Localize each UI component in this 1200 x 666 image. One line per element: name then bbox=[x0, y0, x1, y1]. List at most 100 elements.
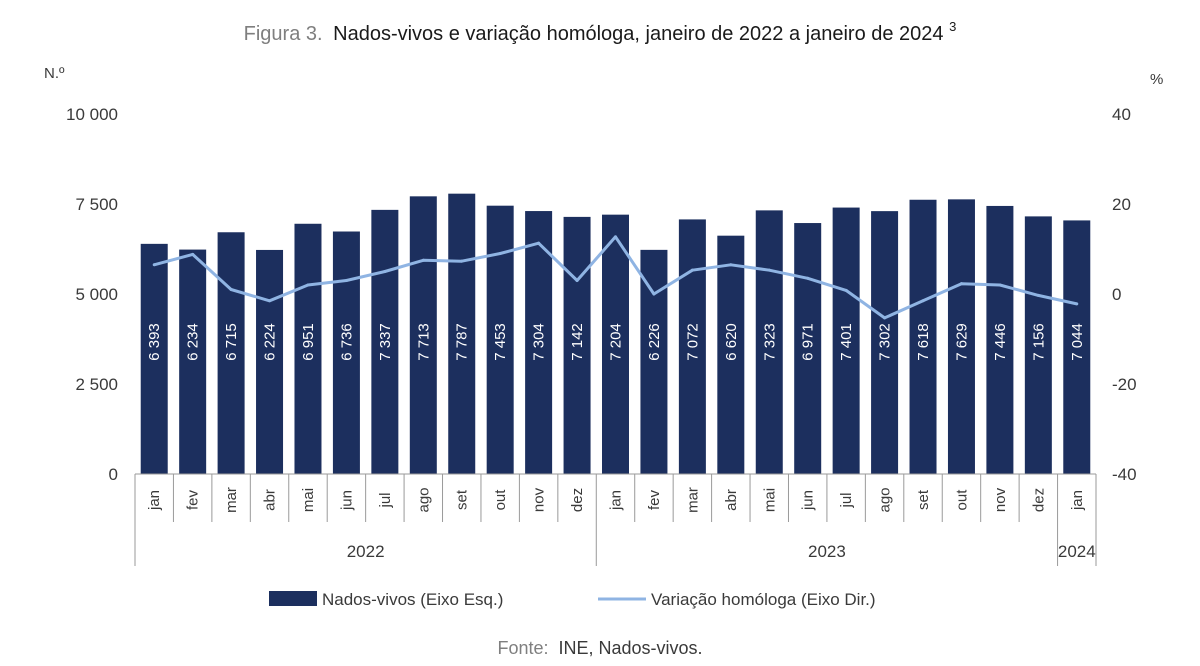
title-footnote: 3 bbox=[949, 19, 956, 34]
bar-data-label: 7 618 bbox=[915, 323, 932, 361]
bar-data-label: 7 337 bbox=[377, 323, 394, 361]
bar bbox=[1024, 216, 1052, 474]
bar bbox=[332, 231, 360, 474]
variation-point bbox=[268, 299, 272, 303]
legend: Nados-vivos (Eixo Esq.) Variação homólog… bbox=[269, 590, 876, 609]
bar bbox=[909, 199, 937, 474]
right-tick-label: 20 bbox=[1112, 195, 1131, 214]
x-tick-label: out bbox=[953, 489, 970, 511]
bar bbox=[371, 209, 399, 475]
bar-data-label: 7 044 bbox=[1069, 323, 1086, 361]
bar bbox=[947, 199, 975, 474]
title-prefix: Figura 3. bbox=[244, 23, 323, 45]
x-tick-label: jul bbox=[838, 492, 855, 508]
x-tick-label: dez bbox=[569, 488, 586, 512]
chart-title: Figura 3. Nados-vivos e variação homólog… bbox=[244, 19, 957, 45]
left-tick-label: 0 bbox=[109, 465, 118, 484]
variation-point bbox=[1075, 302, 1079, 306]
year-label: 2023 bbox=[808, 542, 846, 561]
bar-data-label: 7 156 bbox=[1030, 323, 1047, 361]
bar-data-label: 7 401 bbox=[838, 323, 855, 361]
line-series bbox=[152, 235, 1079, 320]
bar-series bbox=[140, 193, 1091, 475]
x-tick-label: jan bbox=[146, 490, 163, 511]
year-label: 2024 bbox=[1058, 542, 1096, 561]
bar-data-label: 7 304 bbox=[531, 323, 548, 361]
bar-data-label: 7 453 bbox=[492, 323, 509, 361]
bar bbox=[409, 196, 437, 474]
legend-bar-swatch bbox=[269, 591, 317, 606]
right-axis-unit: % bbox=[1150, 71, 1163, 88]
x-tick-label: mai bbox=[761, 488, 778, 512]
variation-point bbox=[383, 270, 387, 273]
bar bbox=[563, 216, 591, 474]
x-tick-label: jun bbox=[800, 490, 817, 511]
bar-data-label: 6 224 bbox=[262, 323, 279, 361]
x-axis: jan fev mar abr mai jun jul ago set out nov dez jan f… bbox=[134, 473, 1097, 566]
variation-point bbox=[959, 282, 963, 286]
bar bbox=[602, 214, 629, 474]
bar-data-label: 7 787 bbox=[454, 323, 471, 361]
bar bbox=[794, 223, 822, 474]
variation-point bbox=[191, 252, 195, 256]
bar-data-label: 6 226 bbox=[646, 323, 663, 361]
variation-point bbox=[344, 279, 348, 282]
bar bbox=[448, 193, 476, 474]
bar-data-label: 7 302 bbox=[877, 323, 894, 361]
bar bbox=[640, 249, 668, 474]
left-tick-label: 2 500 bbox=[75, 375, 118, 394]
variation-point bbox=[421, 258, 425, 262]
x-tick-label: jul bbox=[377, 492, 394, 508]
bar bbox=[525, 211, 553, 474]
bar bbox=[678, 219, 706, 474]
variation-point bbox=[614, 235, 617, 239]
x-tick-label: abr bbox=[723, 489, 740, 511]
x-tick-label: ago bbox=[415, 487, 432, 512]
variation-point bbox=[883, 316, 887, 320]
left-tick-label: 10 000 bbox=[66, 105, 118, 124]
x-tick-label: mai bbox=[300, 488, 317, 512]
bar-data-label: 6 234 bbox=[185, 323, 202, 361]
source-prefix: Fonte: bbox=[497, 638, 548, 658]
x-tick-label: dez bbox=[1030, 488, 1047, 512]
x-tick-label: set bbox=[454, 489, 471, 510]
bar bbox=[986, 205, 1014, 474]
x-tick-label: ago bbox=[877, 487, 894, 512]
x-tick-label: jan bbox=[1069, 490, 1086, 511]
bar-data-label: 7 142 bbox=[569, 323, 586, 361]
right-tick-label: 40 bbox=[1112, 105, 1131, 124]
left-tick-label: 7 500 bbox=[75, 195, 118, 214]
bar bbox=[256, 249, 284, 474]
variation-point bbox=[575, 279, 579, 282]
bar-data-label: 7 072 bbox=[684, 323, 701, 361]
bar-data-label: 6 620 bbox=[723, 323, 740, 361]
x-tick-label: abr bbox=[262, 489, 279, 511]
bar-data-label: 6 715 bbox=[223, 323, 240, 361]
variation-point bbox=[921, 299, 925, 303]
bar-data-label: 7 713 bbox=[415, 323, 432, 361]
bar bbox=[832, 207, 860, 474]
right-tick-label: -20 bbox=[1112, 375, 1137, 394]
source-note: Fonte: INE, Nados-vivos. bbox=[497, 638, 702, 658]
legend-line-label: Variação homóloga (Eixo Dir.) bbox=[651, 590, 876, 609]
variation-point bbox=[767, 268, 771, 272]
bar-data-label: 7 629 bbox=[953, 323, 970, 361]
variation-point bbox=[1036, 293, 1040, 297]
left-axis-unit: N.º bbox=[44, 65, 65, 82]
bar bbox=[717, 235, 745, 474]
x-tick-label: mar bbox=[223, 487, 240, 513]
x-tick-label: nov bbox=[531, 487, 548, 512]
x-tick-label: jan bbox=[608, 490, 625, 511]
bar bbox=[755, 210, 783, 474]
x-tick-label: mar bbox=[684, 487, 701, 513]
variation-point bbox=[229, 288, 233, 291]
variation-point bbox=[460, 259, 464, 263]
x-tick-label: jun bbox=[338, 490, 355, 511]
title-main: Nados-vivos e variação homóloga, janeiro… bbox=[333, 23, 943, 45]
x-tick-label: set bbox=[915, 489, 932, 510]
right-axis-ticks: -40 -20 0 20 40 bbox=[1112, 105, 1137, 484]
year-label: 2022 bbox=[347, 542, 385, 561]
right-tick-label: 0 bbox=[1112, 285, 1121, 304]
bar bbox=[1063, 220, 1091, 474]
